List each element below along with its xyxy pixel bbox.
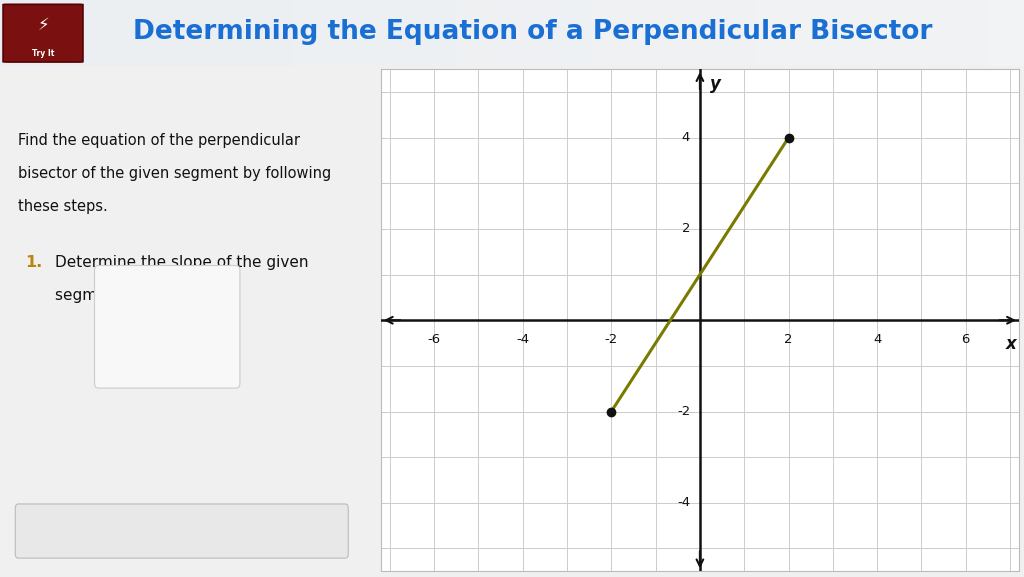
Text: 6: 6 (962, 333, 970, 346)
Text: 1: 1 (163, 319, 172, 334)
Text: -6: -6 (428, 333, 440, 346)
Text: these steps.: these steps. (18, 199, 108, 214)
Text: 2: 2 (682, 223, 690, 235)
Text: Check: Check (158, 523, 206, 538)
Text: Try It: Try It (32, 48, 54, 58)
Text: -2: -2 (677, 405, 690, 418)
Text: ⚡: ⚡ (37, 16, 49, 34)
Text: 1.: 1. (26, 255, 43, 270)
FancyBboxPatch shape (94, 265, 240, 388)
Text: 3/2: 3/2 (156, 355, 179, 370)
FancyBboxPatch shape (15, 504, 348, 558)
Text: bisector of the given segment by following: bisector of the given segment by followi… (18, 166, 332, 181)
Text: 2: 2 (784, 333, 793, 346)
Text: 4: 4 (682, 131, 690, 144)
Text: x: x (1006, 335, 1017, 353)
Text: segment: segment (54, 288, 127, 304)
Text: 4: 4 (872, 333, 882, 346)
Text: -4: -4 (516, 333, 529, 346)
Text: Find the equation of the perpendicular: Find the equation of the perpendicular (18, 133, 300, 148)
FancyBboxPatch shape (3, 4, 83, 62)
Text: Determine the slope of the given: Determine the slope of the given (54, 255, 308, 270)
Text: Determining the Equation of a Perpendicular Bisector: Determining the Equation of a Perpendicu… (133, 19, 932, 45)
Text: ✓: ✓ (167, 288, 180, 304)
Text: -4: -4 (677, 496, 690, 509)
Text: –3/2: –3/2 (152, 286, 182, 301)
Text: y: y (710, 74, 721, 93)
Text: -2: -2 (605, 333, 617, 346)
